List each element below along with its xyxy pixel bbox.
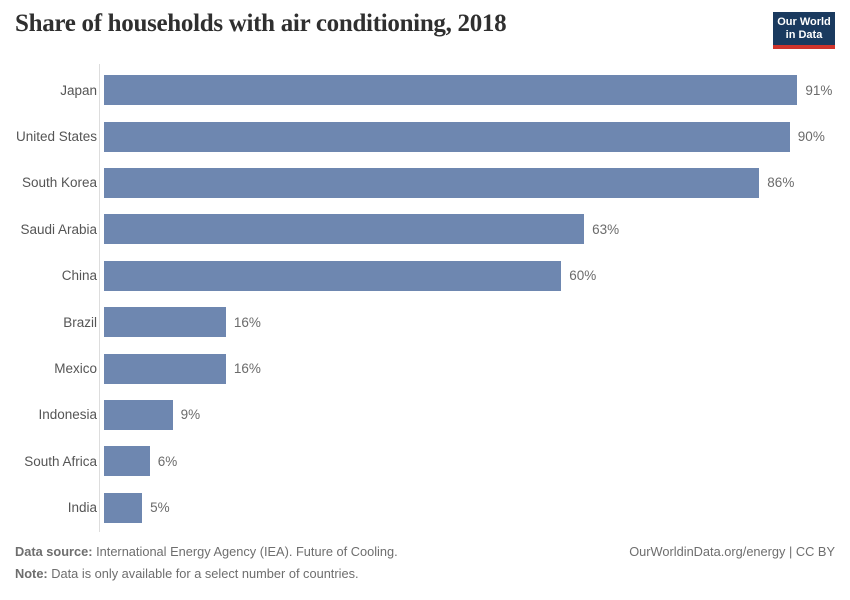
bar-row: China 60% (0, 253, 850, 299)
bar-area: 90% (104, 121, 825, 152)
bar-area: 16% (104, 307, 261, 338)
bar (104, 353, 226, 384)
bar-row: Brazil 16% (0, 299, 850, 345)
bar-chart: Japan 91% United States 90% South Korea … (0, 64, 850, 533)
bar-area: 9% (104, 399, 201, 430)
bar-label: South Korea (21, 175, 97, 191)
bar-area: 16% (104, 353, 261, 384)
bar-label: Brazil (63, 314, 97, 330)
y-axis-line (99, 64, 100, 532)
bar-value: 63% (592, 221, 620, 237)
bar (104, 214, 585, 245)
bar (104, 399, 173, 430)
page-title: Share of households with air conditionin… (15, 10, 507, 37)
bar-row: Indonesia 9% (0, 392, 850, 438)
bar-area: 6% (104, 446, 178, 477)
bar-value: 16% (233, 314, 261, 330)
bar-label: Japan (60, 82, 97, 98)
bar-area: 91% (104, 75, 833, 106)
bar-value: 86% (767, 175, 795, 191)
data-source-line: Data source: International Energy Agency… (15, 541, 398, 563)
note-line: Note: Data is only available for a selec… (15, 563, 398, 585)
bar-value: 90% (797, 129, 825, 145)
bar-row: South Korea 86% (0, 160, 850, 206)
bar-value: 6% (157, 453, 178, 469)
bar-area: 63% (104, 214, 620, 245)
bar-label: China (61, 268, 97, 284)
bar-label: South Africa (24, 453, 97, 469)
bar-area: 5% (104, 492, 170, 523)
bar-area: 86% (104, 167, 795, 198)
bar-row: South Africa 6% (0, 438, 850, 484)
data-source-label: Data source: (15, 544, 93, 559)
note-text: Data is only available for a select numb… (47, 566, 359, 581)
data-source-text: International Energy Agency (IEA). Futur… (92, 544, 398, 559)
bar-label: Mexico (54, 361, 97, 377)
bar-label: Indonesia (38, 407, 97, 423)
bar (104, 492, 143, 523)
owid-license-link[interactable]: OurWorldinData.org/energy | CC BY (629, 544, 835, 559)
bar-label: United States (15, 129, 97, 145)
note-label: Note: (15, 566, 48, 581)
bar-rows: Japan 91% United States 90% South Korea … (0, 67, 850, 531)
owid-logo[interactable]: Our World in Data (773, 12, 835, 49)
bar-row: Mexico 16% (0, 345, 850, 391)
bar-value: 5% (150, 500, 170, 516)
owid-logo-line2: in Data (785, 28, 823, 41)
footer-notes: Data source: International Energy Agency… (15, 541, 398, 585)
bar-value: 91% (805, 82, 833, 98)
bar-row: United States 90% (0, 113, 850, 159)
bar (104, 446, 150, 477)
bar (104, 167, 760, 198)
bar-row: India 5% (0, 485, 850, 531)
bar-row: Saudi Arabia 63% (0, 206, 850, 252)
bar (104, 260, 562, 291)
bar-row: Japan 91% (0, 67, 850, 113)
bar-value: 16% (233, 361, 261, 377)
owid-logo-line1: Our World (777, 16, 831, 28)
bar (104, 121, 790, 152)
bar (104, 75, 798, 106)
bar-value: 60% (569, 268, 597, 284)
bar-label: Saudi Arabia (20, 221, 97, 237)
bar-area: 60% (104, 260, 597, 291)
bar-label: India (67, 500, 97, 516)
bar (104, 307, 226, 338)
bar-value: 9% (180, 407, 201, 423)
